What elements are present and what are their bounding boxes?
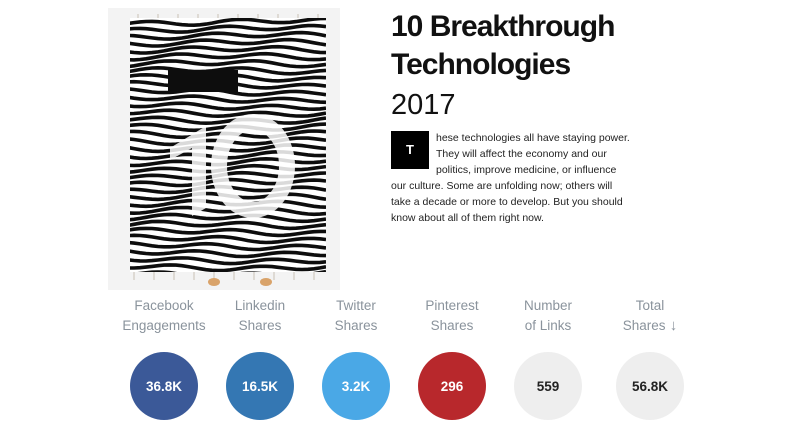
metric-label-line-1: Total <box>635 298 665 313</box>
metric-label-line-1: Twitter <box>336 298 376 313</box>
metric-label-line-2: of Links <box>524 318 572 333</box>
metric-value: 296 <box>440 378 464 394</box>
metric-label-line-2: Shares <box>430 318 474 333</box>
sort-desc-icon[interactable]: ↓ <box>669 317 678 334</box>
metric-label-line-2: Shares <box>334 318 378 333</box>
metric-pinterest-shares: Pinterest Shares 296 <box>397 296 507 420</box>
metric-label-line-1: Number <box>523 298 572 313</box>
metric-label-line-1: Linkedin <box>234 298 286 313</box>
hero-image[interactable] <box>108 8 340 290</box>
metric-facebook-engagements: Facebook Engagements 36.8K <box>109 296 219 420</box>
article-header: 10 Breakthrough Technologies 2017 T hese… <box>391 8 651 226</box>
metric-label: Pinterest Shares <box>397 296 507 340</box>
metric-value: 3.2K <box>341 378 371 394</box>
article-title[interactable]: 10 Breakthrough Technologies <box>391 8 651 84</box>
metric-total-shares: Total Shares ↓ 56.8K <box>595 296 705 420</box>
article-year: 2017 <box>391 89 456 121</box>
dropcap: T <box>391 131 429 169</box>
article-intro: T hese technologies all have staying pow… <box>391 130 631 226</box>
woven-blanket-image <box>130 14 326 286</box>
metric-label: Number of Links <box>493 296 603 340</box>
metric-twitter-shares: Twitter Shares 3.2K <box>301 296 411 420</box>
metric-label: Linkedin Shares <box>205 296 315 340</box>
metric-value-bubble: 3.2K <box>322 352 390 420</box>
metric-label-line-2: Shares <box>238 318 282 333</box>
metric-value-bubble: 296 <box>418 352 486 420</box>
share-metrics: Facebook Engagements 36.8K Linkedin Shares 16… <box>110 296 710 426</box>
metric-label[interactable]: Total Shares ↓ <box>595 296 705 340</box>
metric-label: Facebook Engagements <box>109 296 219 340</box>
metric-value-bubble: 16.5K <box>226 352 294 420</box>
metric-value: 16.5K <box>241 378 279 394</box>
metric-value: 559 <box>536 378 560 394</box>
metric-linkedin-shares: Linkedin Shares 16.5K <box>205 296 315 420</box>
metric-number-of-links: Number of Links 559 <box>493 296 603 420</box>
metric-label-line-2: Engagements <box>122 318 206 333</box>
metric-value: 36.8K <box>145 378 183 394</box>
title-line-2: Technologies <box>391 48 571 81</box>
title-line-1: 10 Breakthrough <box>391 10 615 43</box>
metric-value-bubble: 56.8K <box>616 352 684 420</box>
metric-label: Twitter Shares <box>301 296 411 340</box>
metric-value: 56.8K <box>631 378 669 394</box>
metric-value-bubble: 559 <box>514 352 582 420</box>
intro-text: hese technologies all have staying power… <box>391 132 630 224</box>
metric-value-bubble: 36.8K <box>130 352 198 420</box>
metric-label-line-2: Shares <box>622 318 666 333</box>
metric-label-line-1: Pinterest <box>425 298 479 313</box>
metric-label-line-1: Facebook <box>134 298 194 313</box>
